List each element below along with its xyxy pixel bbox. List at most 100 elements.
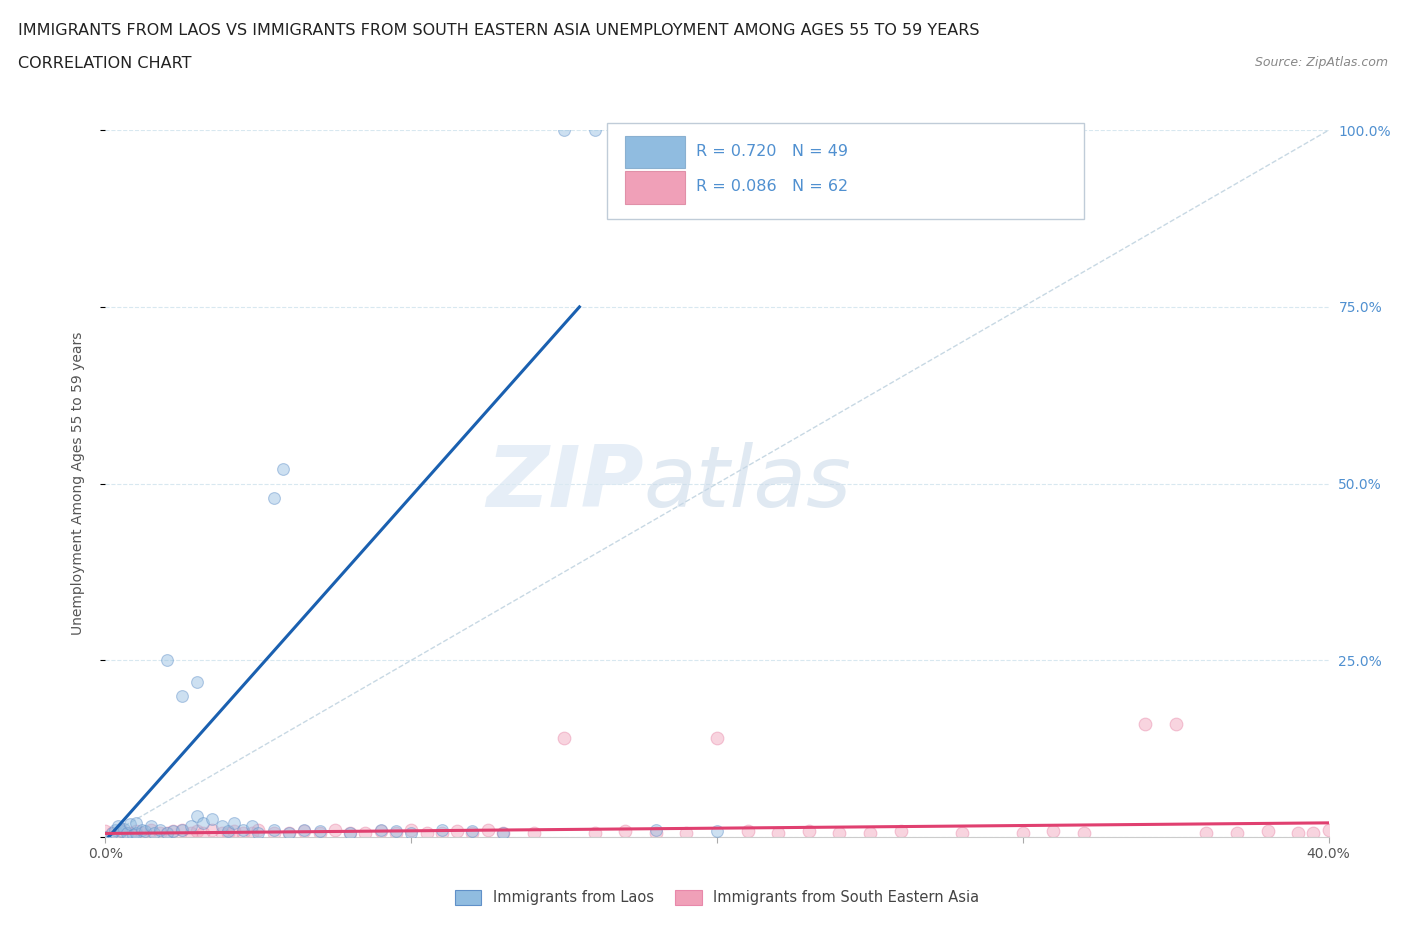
Point bbox=[180, 819, 202, 834]
Point bbox=[186, 824, 208, 839]
Point bbox=[170, 822, 193, 837]
Point bbox=[110, 824, 132, 839]
Point bbox=[94, 824, 117, 839]
Point bbox=[492, 825, 515, 840]
Point bbox=[155, 653, 177, 668]
Point bbox=[292, 824, 315, 839]
Point bbox=[415, 825, 437, 840]
Point bbox=[401, 822, 423, 837]
Point bbox=[155, 826, 177, 841]
Point bbox=[1042, 824, 1064, 839]
Point bbox=[385, 825, 408, 840]
Point bbox=[583, 826, 606, 841]
Point bbox=[201, 822, 224, 837]
Point bbox=[131, 826, 153, 841]
FancyBboxPatch shape bbox=[607, 123, 1084, 219]
Point bbox=[644, 822, 666, 837]
Point bbox=[1317, 822, 1340, 837]
Point bbox=[100, 826, 122, 841]
Point bbox=[614, 824, 637, 839]
Point bbox=[461, 826, 484, 841]
Point bbox=[354, 826, 377, 841]
Point bbox=[339, 825, 361, 840]
Point bbox=[1256, 824, 1278, 839]
Point bbox=[271, 462, 294, 477]
Point bbox=[211, 825, 233, 840]
Point bbox=[385, 824, 408, 839]
Point bbox=[1164, 716, 1187, 731]
Point bbox=[94, 830, 117, 844]
Point bbox=[278, 826, 301, 841]
Point bbox=[143, 826, 166, 841]
Point bbox=[492, 826, 515, 841]
Point bbox=[706, 824, 728, 839]
Point bbox=[263, 822, 285, 837]
Point bbox=[131, 822, 153, 837]
Point bbox=[523, 826, 546, 841]
Point bbox=[401, 826, 423, 841]
Point bbox=[110, 822, 132, 837]
Point bbox=[430, 826, 453, 841]
Text: R = 0.720   N = 49: R = 0.720 N = 49 bbox=[696, 144, 848, 159]
Point bbox=[1302, 826, 1324, 841]
Point bbox=[339, 826, 361, 841]
Point bbox=[1133, 716, 1156, 731]
Point bbox=[155, 826, 177, 841]
Point bbox=[217, 826, 239, 841]
Point bbox=[211, 819, 233, 834]
Point bbox=[125, 824, 148, 839]
Point bbox=[118, 817, 141, 831]
Point bbox=[247, 822, 270, 837]
Point bbox=[193, 816, 215, 830]
Point bbox=[232, 825, 254, 840]
Point bbox=[125, 825, 148, 840]
Point bbox=[240, 819, 263, 834]
Point bbox=[222, 816, 245, 830]
Point bbox=[553, 123, 575, 138]
Point bbox=[118, 826, 141, 841]
Text: atlas: atlas bbox=[644, 442, 852, 525]
Point bbox=[323, 822, 346, 837]
Text: R = 0.086   N = 62: R = 0.086 N = 62 bbox=[696, 179, 848, 194]
Point bbox=[1011, 826, 1033, 841]
Point bbox=[125, 816, 148, 830]
Point bbox=[186, 674, 208, 689]
Point bbox=[232, 822, 254, 837]
FancyBboxPatch shape bbox=[626, 171, 685, 204]
Point bbox=[1226, 826, 1249, 841]
Point bbox=[706, 731, 728, 746]
Point bbox=[583, 123, 606, 138]
Point bbox=[141, 819, 163, 834]
Point bbox=[1286, 825, 1309, 840]
Text: IMMIGRANTS FROM LAOS VS IMMIGRANTS FROM SOUTH EASTERN ASIA UNEMPLOYMENT AMONG AG: IMMIGRANTS FROM LAOS VS IMMIGRANTS FROM … bbox=[18, 23, 980, 38]
Point bbox=[737, 824, 759, 839]
Point bbox=[859, 826, 882, 841]
Point bbox=[170, 688, 193, 703]
Text: ZIP: ZIP bbox=[486, 442, 644, 525]
Point bbox=[308, 824, 330, 839]
Point bbox=[263, 490, 285, 505]
Point bbox=[889, 824, 911, 839]
Point bbox=[141, 822, 163, 837]
Point bbox=[115, 826, 138, 841]
Point bbox=[950, 825, 973, 840]
Point bbox=[370, 822, 392, 837]
Point bbox=[644, 825, 666, 840]
Point bbox=[768, 826, 790, 841]
Text: Source: ZipAtlas.com: Source: ZipAtlas.com bbox=[1254, 56, 1388, 69]
FancyBboxPatch shape bbox=[626, 136, 685, 168]
Point bbox=[797, 824, 820, 839]
Point bbox=[446, 824, 468, 839]
Point bbox=[222, 824, 245, 839]
Point bbox=[675, 826, 697, 841]
Point bbox=[278, 826, 301, 841]
Point bbox=[263, 825, 285, 840]
Point bbox=[122, 828, 145, 843]
Point bbox=[1195, 825, 1218, 840]
Point bbox=[180, 826, 202, 841]
Point bbox=[193, 826, 215, 841]
Point bbox=[247, 826, 270, 841]
Point bbox=[149, 822, 172, 837]
Point bbox=[100, 826, 122, 841]
Point bbox=[1073, 825, 1095, 840]
